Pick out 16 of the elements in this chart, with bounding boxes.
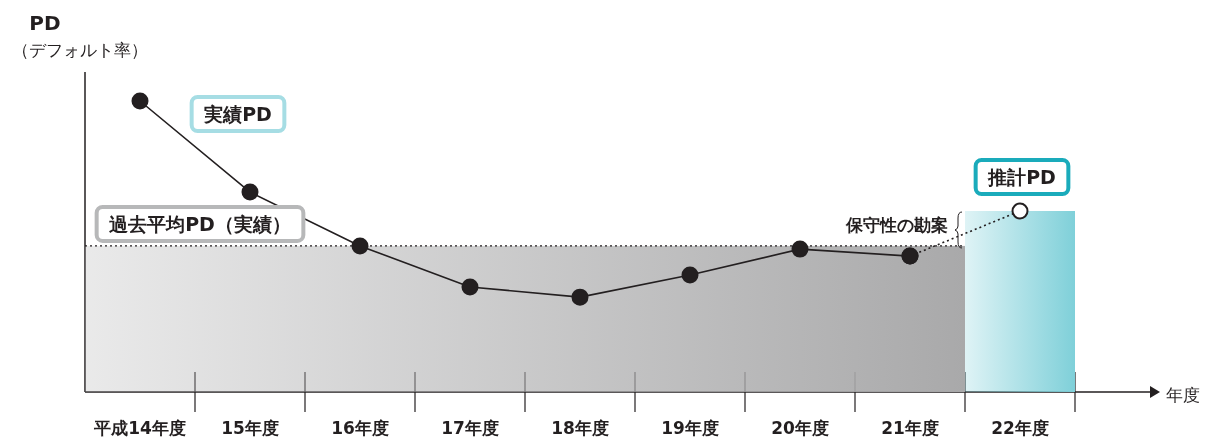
x-tick-label: 20年度 [771,418,829,438]
x-tick-label: 18年度 [551,418,609,438]
x-tick-label: 15年度 [221,418,279,438]
series-label: 実績PD [203,103,272,125]
x-axis-title: 年度 [1166,385,1200,405]
x-tick-label: 16年度 [331,418,389,438]
text: （デフォルト率） [12,40,148,60]
x-tick-label: 21年度 [881,418,939,438]
annotation: 保守性の勘案 [845,215,948,235]
ref-line-label: 過去平均PD（実績） [108,212,291,235]
series-label: 推計PD [987,166,1056,188]
y-axis-title: PD [29,11,61,35]
x-tick-label: 平成14年度 [93,418,186,438]
x-tick-label: 17年度 [441,418,499,438]
x-tick-label: 19年度 [661,418,719,438]
x-tick-label: 22年度 [991,418,1049,438]
